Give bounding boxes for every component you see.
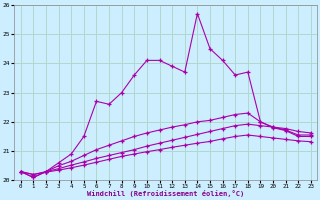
X-axis label: Windchill (Refroidissement éolien,°C): Windchill (Refroidissement éolien,°C) (87, 190, 244, 197)
